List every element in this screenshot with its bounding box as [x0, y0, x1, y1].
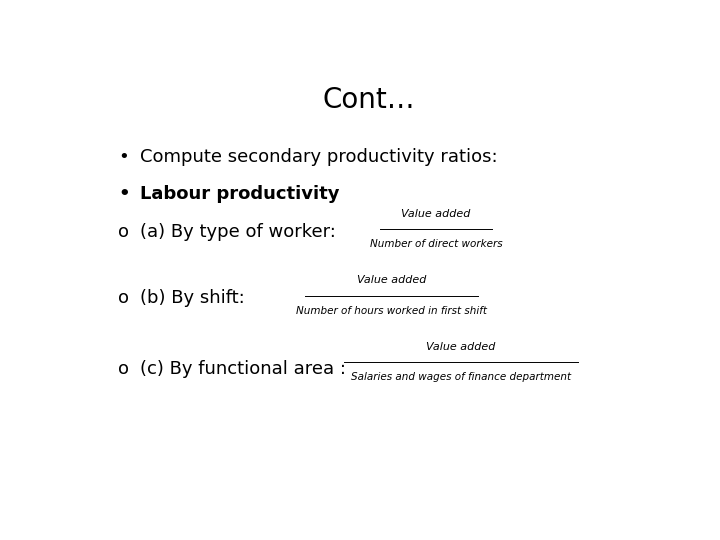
Text: Value added: Value added: [401, 208, 471, 219]
Text: o: o: [118, 360, 129, 378]
Text: •: •: [118, 148, 129, 166]
Text: (c) By functional area :: (c) By functional area :: [140, 360, 346, 378]
Text: (b) By shift:: (b) By shift:: [140, 289, 245, 307]
Text: Number of hours worked in first shift: Number of hours worked in first shift: [296, 306, 487, 316]
Text: Number of direct workers: Number of direct workers: [369, 239, 503, 249]
Text: (a) By type of worker:: (a) By type of worker:: [140, 223, 336, 241]
Text: o: o: [118, 289, 129, 307]
Text: Compute secondary productivity ratios:: Compute secondary productivity ratios:: [140, 148, 498, 166]
Text: Value added: Value added: [426, 342, 496, 352]
Text: Cont…: Cont…: [323, 85, 415, 113]
Text: Salaries and wages of finance department: Salaries and wages of finance department: [351, 373, 571, 382]
Text: •: •: [118, 185, 130, 204]
Text: Value added: Value added: [356, 275, 426, 285]
Text: o: o: [118, 223, 129, 241]
Text: Labour productivity: Labour productivity: [140, 185, 340, 204]
